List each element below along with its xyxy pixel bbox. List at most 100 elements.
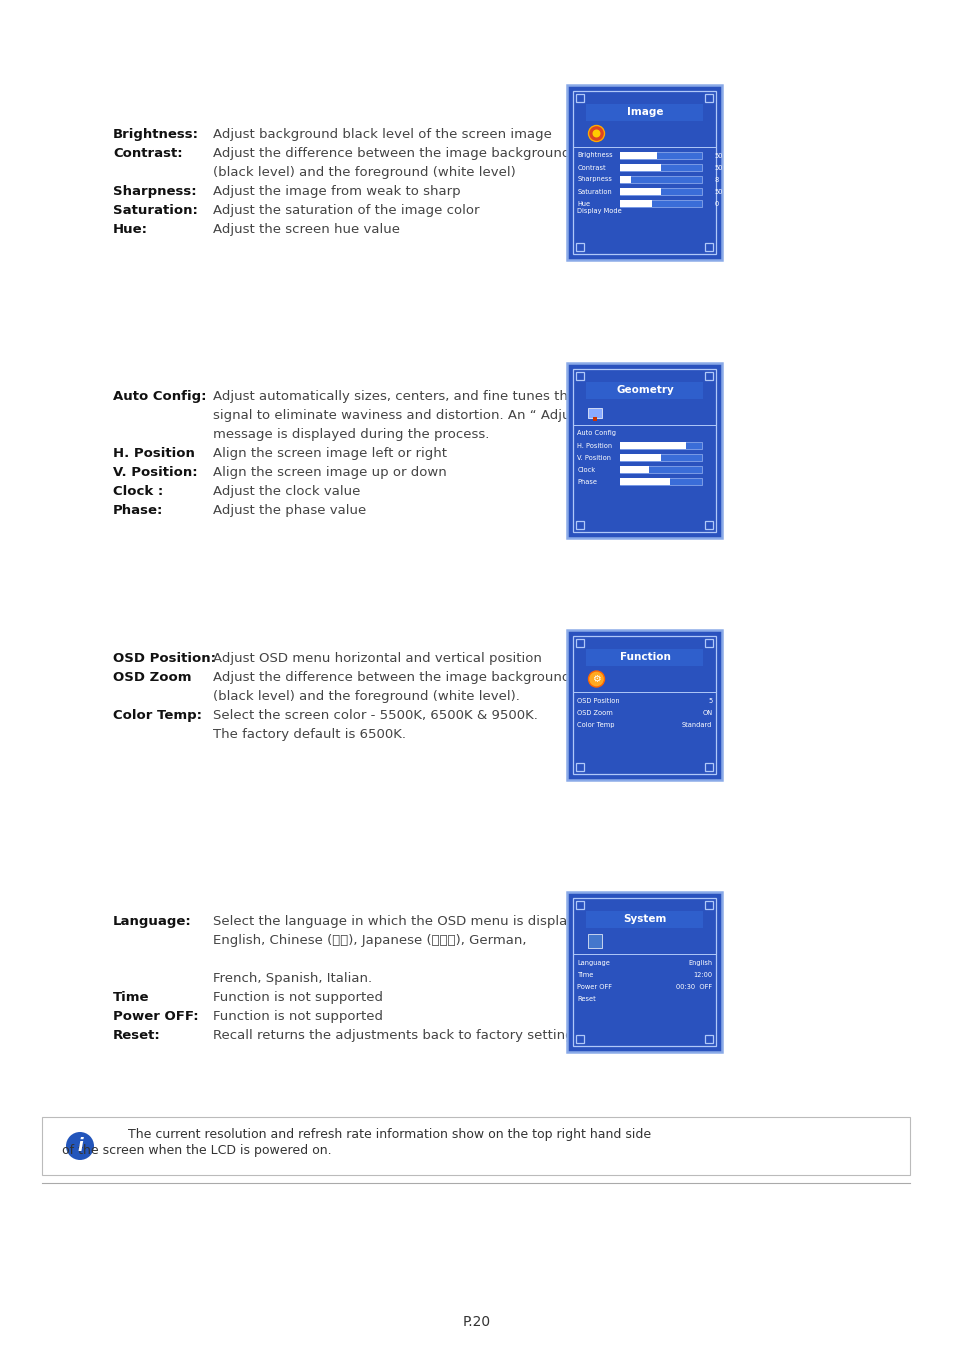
Bar bbox=[576, 1035, 584, 1044]
Bar bbox=[619, 163, 660, 171]
Text: P.20: P.20 bbox=[462, 1315, 491, 1328]
Text: Image: Image bbox=[626, 107, 662, 117]
Text: message is displayed during the process.: message is displayed during the process. bbox=[213, 428, 489, 441]
Text: Recall returns the adjustments back to factory settings.: Recall returns the adjustments back to f… bbox=[213, 1029, 584, 1042]
Text: H. Position: H. Position bbox=[112, 447, 194, 460]
Text: Contrast:: Contrast: bbox=[112, 147, 182, 161]
Text: Brightness: Brightness bbox=[577, 153, 613, 158]
Bar bbox=[588, 934, 602, 948]
Bar bbox=[705, 763, 713, 771]
Bar bbox=[619, 441, 701, 450]
Bar bbox=[619, 466, 649, 472]
Text: 50: 50 bbox=[714, 165, 722, 170]
Text: H. Position: H. Position bbox=[577, 443, 612, 448]
Text: Adjust the phase value: Adjust the phase value bbox=[213, 504, 366, 517]
Text: English: English bbox=[688, 960, 712, 967]
Text: Adjust the image from weak to sharp: Adjust the image from weak to sharp bbox=[213, 185, 460, 198]
Bar bbox=[619, 188, 660, 194]
Bar bbox=[588, 408, 602, 417]
Text: Select the screen color - 5500K, 6500K & 9500K.: Select the screen color - 5500K, 6500K &… bbox=[213, 709, 537, 722]
Text: 8: 8 bbox=[714, 177, 718, 182]
Text: Sharpness: Sharpness bbox=[577, 177, 612, 182]
Text: Display Mode: Display Mode bbox=[577, 208, 621, 215]
Text: Contrast: Contrast bbox=[577, 165, 605, 170]
Bar bbox=[567, 363, 721, 537]
Text: System: System bbox=[622, 914, 666, 925]
Text: Adjust the clock value: Adjust the clock value bbox=[213, 485, 360, 498]
Bar bbox=[573, 369, 716, 532]
Text: Time: Time bbox=[577, 972, 594, 977]
Text: Color Temp:: Color Temp: bbox=[112, 709, 202, 722]
Bar bbox=[619, 153, 701, 159]
Text: Align the screen image up or down: Align the screen image up or down bbox=[213, 466, 446, 479]
Bar bbox=[573, 636, 716, 774]
Bar bbox=[705, 639, 713, 647]
Text: Power OFF: Power OFF bbox=[577, 984, 612, 990]
Bar bbox=[619, 163, 701, 171]
Text: Adjust OSD menu horizontal and vertical position: Adjust OSD menu horizontal and vertical … bbox=[213, 652, 541, 666]
Bar bbox=[576, 371, 584, 379]
Text: Function is not supported: Function is not supported bbox=[213, 1010, 382, 1023]
Text: Time: Time bbox=[112, 991, 150, 1004]
Bar bbox=[576, 521, 584, 528]
Bar bbox=[619, 454, 701, 460]
Circle shape bbox=[592, 130, 599, 138]
Bar bbox=[705, 900, 713, 909]
Text: Clock :: Clock : bbox=[112, 485, 163, 498]
Bar bbox=[619, 153, 657, 159]
Bar bbox=[619, 466, 701, 472]
Text: V. Position: V. Position bbox=[577, 455, 611, 460]
Text: Adjust background black level of the screen image: Adjust background black level of the scr… bbox=[213, 128, 551, 140]
Text: English, Chinese (中文), Japanese (日本語), German,: English, Chinese (中文), Japanese (日本語), G… bbox=[213, 934, 526, 946]
Bar bbox=[576, 639, 584, 647]
Bar bbox=[705, 371, 713, 379]
Bar bbox=[619, 200, 701, 207]
Text: Adjust the saturation of the image color: Adjust the saturation of the image color bbox=[213, 204, 479, 217]
Text: Adjust the screen hue value: Adjust the screen hue value bbox=[213, 223, 399, 236]
Text: Select the language in which the OSD menu is displayed -: Select the language in which the OSD men… bbox=[213, 915, 600, 927]
Text: Language:: Language: bbox=[112, 915, 192, 927]
Bar bbox=[619, 478, 669, 485]
Bar bbox=[705, 1035, 713, 1044]
Text: Auto Config:: Auto Config: bbox=[112, 390, 206, 404]
Text: Power OFF:: Power OFF: bbox=[112, 1010, 198, 1023]
Text: Phase: Phase bbox=[577, 478, 597, 485]
Text: Align the screen image left or right: Align the screen image left or right bbox=[213, 447, 447, 460]
Bar bbox=[576, 763, 584, 771]
Bar bbox=[42, 1116, 909, 1174]
Text: The factory default is 6500K.: The factory default is 6500K. bbox=[213, 728, 406, 741]
Bar bbox=[619, 188, 701, 194]
Text: Saturation:: Saturation: bbox=[112, 204, 197, 217]
Text: Function: Function bbox=[618, 652, 670, 663]
Circle shape bbox=[588, 126, 604, 142]
Text: of the screen when the LCD is powered on.: of the screen when the LCD is powered on… bbox=[62, 1143, 332, 1157]
Text: Hue: Hue bbox=[577, 201, 590, 207]
Text: Language: Language bbox=[577, 960, 610, 967]
Text: 50: 50 bbox=[714, 153, 722, 158]
Text: Adjust the difference between the image background: Adjust the difference between the image … bbox=[213, 671, 570, 684]
Text: Adjust the difference between the image background: Adjust the difference between the image … bbox=[213, 147, 570, 161]
Text: ON: ON bbox=[701, 710, 712, 716]
Bar bbox=[576, 243, 584, 251]
Bar bbox=[567, 892, 721, 1052]
Bar bbox=[573, 898, 716, 1046]
Text: i: i bbox=[77, 1137, 83, 1156]
Text: OSD Position: OSD Position bbox=[577, 698, 619, 703]
Text: OSD Zoom: OSD Zoom bbox=[112, 671, 192, 684]
Text: The current resolution and refresh rate information show on the top right hand s: The current resolution and refresh rate … bbox=[104, 1129, 651, 1141]
Bar bbox=[576, 93, 584, 101]
Text: 5: 5 bbox=[707, 698, 712, 703]
Text: Geometry: Geometry bbox=[616, 385, 673, 396]
Text: Brightness:: Brightness: bbox=[112, 128, 199, 140]
Text: French, Spanish, Italian.: French, Spanish, Italian. bbox=[213, 972, 372, 986]
Bar bbox=[567, 630, 721, 780]
Bar bbox=[586, 911, 702, 927]
Text: Reset:: Reset: bbox=[112, 1029, 161, 1042]
Bar bbox=[573, 90, 716, 254]
Circle shape bbox=[588, 671, 604, 687]
Bar bbox=[619, 200, 651, 207]
Text: (black level) and the foreground (white level).: (black level) and the foreground (white … bbox=[213, 690, 519, 703]
Bar bbox=[619, 176, 631, 184]
Bar bbox=[619, 441, 685, 450]
Text: Saturation: Saturation bbox=[577, 189, 612, 194]
